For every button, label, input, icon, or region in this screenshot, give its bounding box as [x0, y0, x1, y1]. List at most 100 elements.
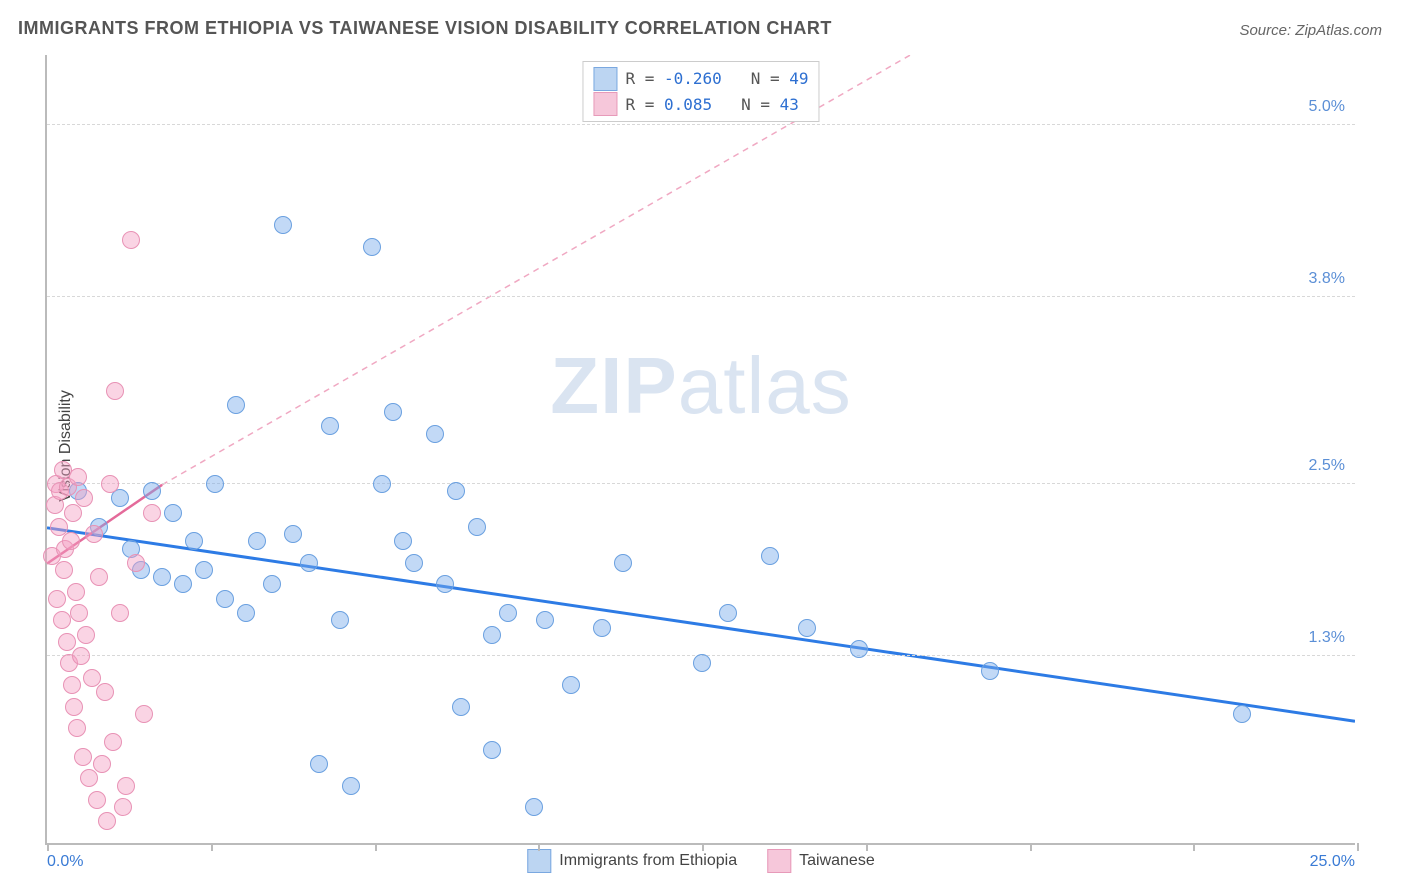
chart-container: IMMIGRANTS FROM ETHIOPIA VS TAIWANESE VI… [0, 0, 1406, 892]
data-point-blue [300, 554, 318, 572]
y-tick-label: 2.5% [1309, 457, 1345, 475]
data-point-blue [798, 619, 816, 637]
data-point-blue [342, 777, 360, 795]
data-point-blue [436, 575, 454, 593]
data-point-blue [1233, 705, 1251, 723]
x-tick [702, 843, 704, 851]
data-point-blue [850, 640, 868, 658]
data-point-blue [216, 590, 234, 608]
data-point-blue [483, 741, 501, 759]
data-point-blue [310, 755, 328, 773]
data-point-pink [67, 583, 85, 601]
data-point-pink [101, 475, 119, 493]
legend-row-pink: R = 0.085 N = 43 [593, 92, 808, 118]
data-point-pink [53, 611, 71, 629]
legend-row-blue: R = -0.260 N = 49 [593, 66, 808, 92]
data-point-blue [536, 611, 554, 629]
data-point-blue [447, 482, 465, 500]
data-point-pink [143, 504, 161, 522]
data-point-blue [761, 547, 779, 565]
data-point-pink [48, 590, 66, 608]
x-tick [1193, 843, 1195, 851]
x-tick [866, 843, 868, 851]
data-point-blue [394, 532, 412, 550]
data-point-pink [62, 532, 80, 550]
watermark: ZIPatlas [550, 340, 851, 432]
data-point-pink [77, 626, 95, 644]
data-point-pink [80, 769, 98, 787]
x-axis-max-label: 25.0% [1310, 853, 1355, 871]
bottom-legend-entry-pink: Taiwanese [767, 849, 875, 873]
data-point-pink [74, 748, 92, 766]
bottom-legend-swatch-blue [527, 849, 551, 873]
bottom-legend-label-blue: Immigrants from Ethiopia [559, 852, 737, 870]
data-point-pink [70, 604, 88, 622]
data-point-pink [58, 633, 76, 651]
data-point-blue [719, 604, 737, 622]
data-point-blue [468, 518, 486, 536]
bottom-legend-label-pink: Taiwanese [799, 852, 875, 870]
chart-title: IMMIGRANTS FROM ETHIOPIA VS TAIWANESE VI… [18, 18, 832, 39]
data-point-blue [206, 475, 224, 493]
data-point-pink [69, 468, 87, 486]
legend-swatch-blue [593, 67, 617, 91]
data-point-blue [143, 482, 161, 500]
x-tick [1357, 843, 1359, 851]
data-point-blue [111, 489, 129, 507]
data-point-pink [127, 554, 145, 572]
data-point-pink [90, 568, 108, 586]
data-point-blue [227, 396, 245, 414]
data-point-blue [525, 798, 543, 816]
data-point-blue [384, 403, 402, 421]
data-point-pink [117, 777, 135, 795]
data-point-pink [106, 382, 124, 400]
x-tick [1030, 843, 1032, 851]
legend-stats-pink: R = 0.085 N = 43 [625, 92, 798, 118]
data-point-blue [373, 475, 391, 493]
data-point-pink [65, 698, 83, 716]
data-point-blue [153, 568, 171, 586]
data-point-pink [55, 561, 73, 579]
data-point-blue [981, 662, 999, 680]
bottom-legend-entry-blue: Immigrants from Ethiopia [527, 849, 737, 873]
data-point-pink [98, 812, 116, 830]
plot-area: ZIPatlas R = -0.260 N = 49R = 0.085 N = … [45, 55, 1355, 845]
data-point-pink [85, 525, 103, 543]
bottom-legend-swatch-pink [767, 849, 791, 873]
gridline [47, 483, 1355, 484]
trend-lines-svg [47, 55, 1355, 843]
gridline [47, 124, 1355, 125]
data-point-blue [363, 238, 381, 256]
data-point-blue [452, 698, 470, 716]
series-legend: Immigrants from Ethiopia Taiwanese [527, 849, 874, 873]
data-point-pink [88, 791, 106, 809]
y-tick-label: 3.8% [1309, 270, 1345, 288]
data-point-blue [499, 604, 517, 622]
data-point-blue [331, 611, 349, 629]
x-axis-min-label: 0.0% [47, 853, 83, 871]
data-point-blue [405, 554, 423, 572]
gridline [47, 296, 1355, 297]
data-point-blue [195, 561, 213, 579]
data-point-pink [93, 755, 111, 773]
correlation-legend: R = -0.260 N = 49R = 0.085 N = 43 [582, 61, 819, 122]
x-tick [211, 843, 213, 851]
data-point-pink [135, 705, 153, 723]
data-point-pink [63, 676, 81, 694]
data-point-blue [483, 626, 501, 644]
watermark-atlas: atlas [678, 341, 852, 430]
data-point-pink [122, 231, 140, 249]
data-point-pink [75, 489, 93, 507]
data-point-blue [321, 417, 339, 435]
data-point-blue [614, 554, 632, 572]
data-point-blue [185, 532, 203, 550]
data-point-pink [104, 733, 122, 751]
data-point-blue [248, 532, 266, 550]
data-point-pink [83, 669, 101, 687]
x-tick [538, 843, 540, 851]
data-point-blue [174, 575, 192, 593]
y-tick-label: 1.3% [1309, 629, 1345, 647]
data-point-pink [111, 604, 129, 622]
data-point-pink [114, 798, 132, 816]
data-point-blue [237, 604, 255, 622]
